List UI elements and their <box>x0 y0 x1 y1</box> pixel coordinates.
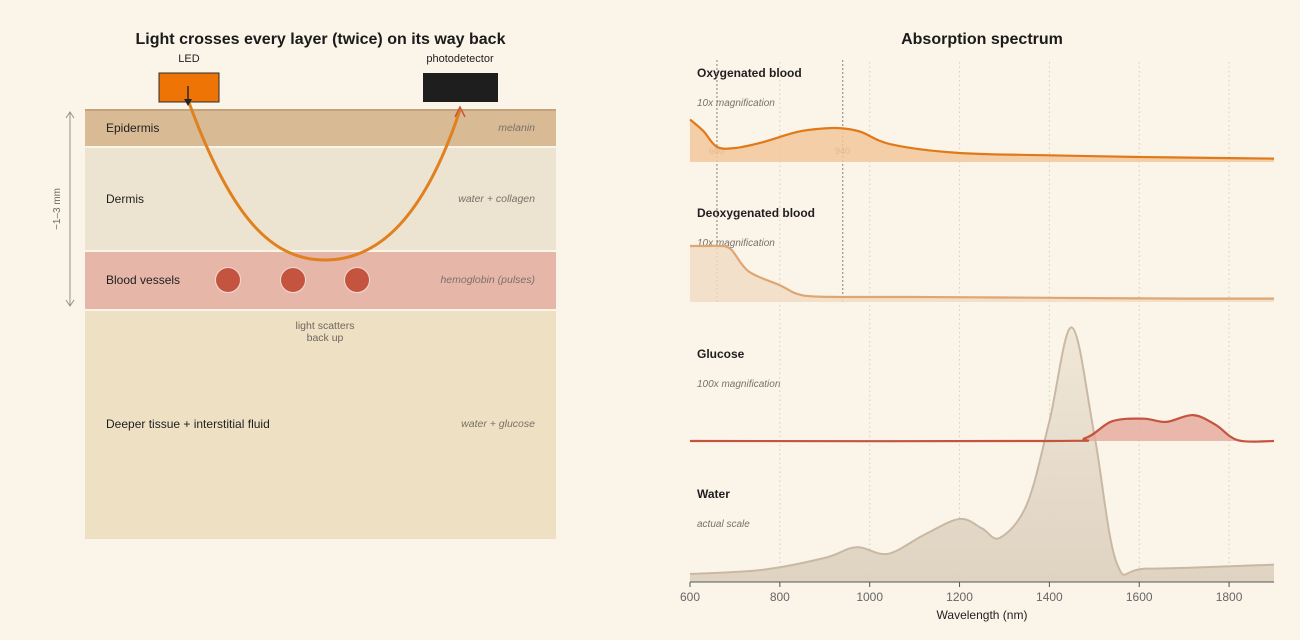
layer-absorber: hemoglobin (pulses) <box>440 274 535 286</box>
layer-epidermis: Epidermis melanin <box>85 110 556 146</box>
layer-name: Deeper tissue + interstitial fluid <box>106 417 270 431</box>
diagram-title: Light crosses every layer (twice) on its… <box>135 31 506 48</box>
layer-absorber: water + collagen <box>458 193 535 205</box>
layer-absorber: water + glucose <box>461 418 535 430</box>
led-label: LED <box>178 53 200 65</box>
panel-title-deoxygenated: Deoxygenated blood <box>697 206 816 220</box>
layer-blood-vessels: Blood vessels hemoglobin (pulses) <box>85 252 556 309</box>
photodetector-label: photodetector <box>426 53 494 65</box>
x-tick-label: 1200 <box>946 590 973 604</box>
area-water <box>690 327 1274 582</box>
blood-vessel <box>280 267 306 293</box>
x-tick-label: 1400 <box>1036 590 1063 604</box>
line-deoxygenated <box>689 244 1275 300</box>
depth-arrow-down-icon <box>65 299 75 307</box>
chart-title: Absorption spectrum <box>901 31 1063 48</box>
layer-name: Dermis <box>106 192 144 206</box>
x-tick-label: 800 <box>769 590 790 604</box>
light-path <box>186 98 462 262</box>
line-water <box>689 326 1275 576</box>
layer-deeper-tissue: Deeper tissue + interstitial fluid water… <box>85 311 556 539</box>
layer-absorber: melanin <box>498 122 535 134</box>
layer-name: Blood vessels <box>106 273 181 287</box>
panel-note-oxygenated: 10x magnification <box>697 98 775 109</box>
area-glucose <box>690 415 1274 442</box>
layer-name: Epidermis <box>106 121 160 135</box>
area-deoxygenated <box>690 245 1274 302</box>
line-oxygenated <box>689 118 1275 160</box>
blood-vessel <box>215 267 241 293</box>
scatter-note-line: light scatters <box>295 320 355 332</box>
depth-arrow-up-icon <box>65 111 75 119</box>
panel-note-water: actual scale <box>697 519 750 530</box>
area-oxygenated <box>690 119 1274 162</box>
panel-note-deoxygenated: 10x magnification <box>697 238 775 249</box>
panel-title-water: Water <box>697 487 730 501</box>
x-tick-label: 1800 <box>1215 590 1243 604</box>
blood-vessel <box>344 267 370 293</box>
layer-dermis: Dermis water + collagen <box>85 148 556 250</box>
scatter-note: light scatters back up <box>270 320 380 344</box>
panel-title-oxygenated: Oxygenated blood <box>697 66 802 80</box>
led-arrowhead-icon <box>184 99 192 106</box>
scatter-note-line: back up <box>306 332 344 344</box>
line-glucose <box>689 413 1275 443</box>
panel-note-glucose: 100x magnification <box>697 379 781 390</box>
detector-arrowhead-icon <box>454 105 466 118</box>
x-tick-label: 1600 <box>1125 590 1153 604</box>
photodetector <box>423 73 498 102</box>
x-tick-label: 600 <box>679 590 701 604</box>
x-tick-label: 1000 <box>856 590 884 604</box>
led <box>158 72 220 103</box>
panel-title-glucose: Glucose <box>697 347 745 361</box>
x-axis-label: Wavelength (nm) <box>936 608 1028 622</box>
